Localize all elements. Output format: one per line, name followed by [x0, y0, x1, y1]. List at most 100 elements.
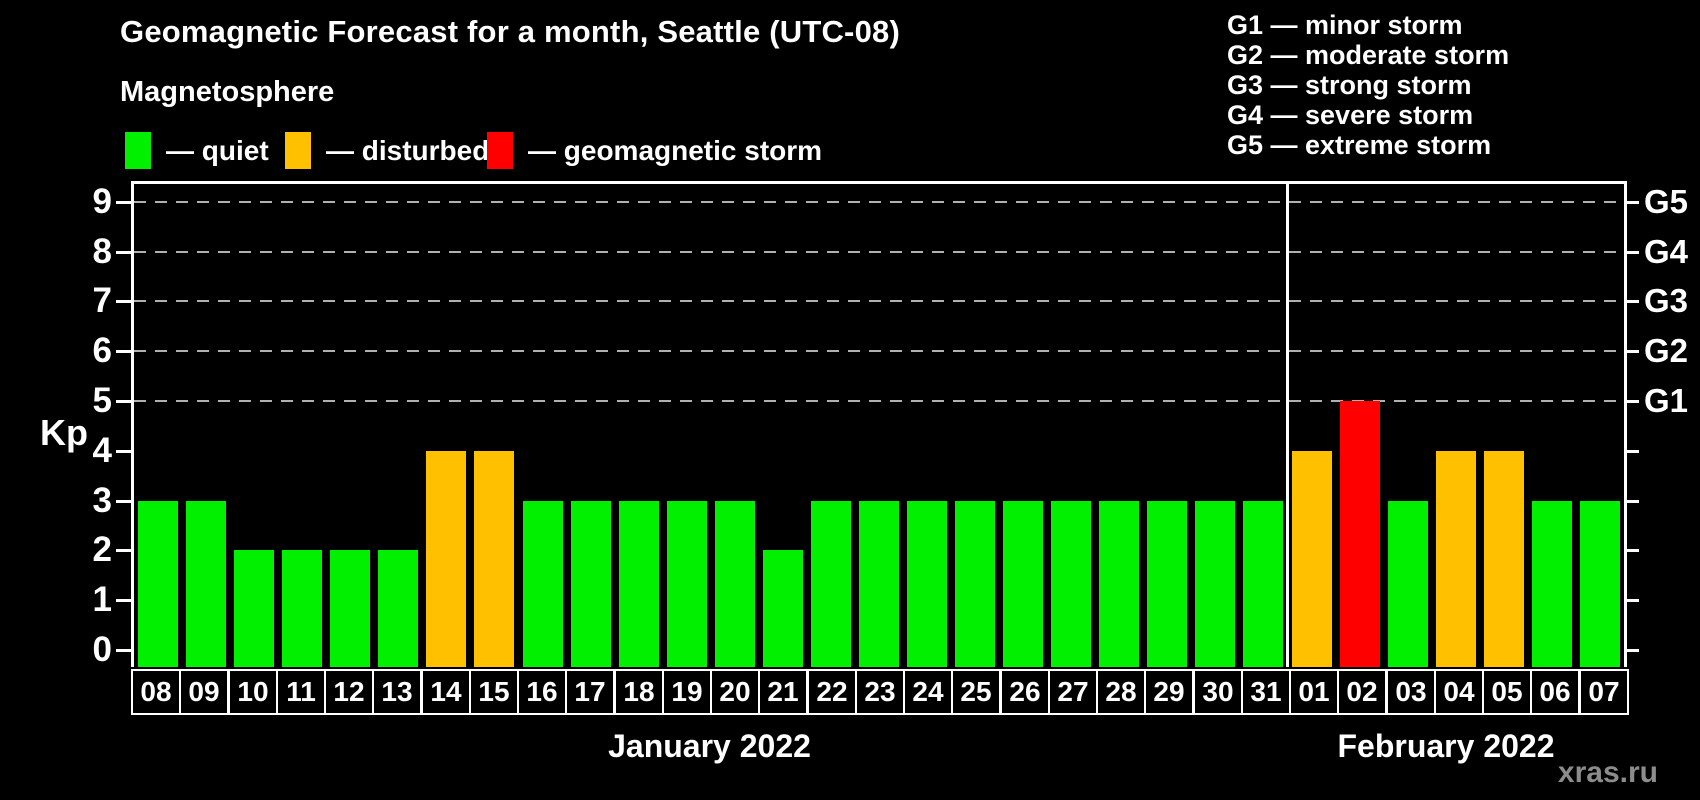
bar-day-12	[330, 550, 370, 667]
g-axis-tick-4	[1625, 450, 1639, 453]
day-label-29: 29	[1144, 669, 1194, 715]
kp-axis-label: Kp	[40, 412, 88, 453]
day-label-14: 14	[421, 669, 471, 715]
day-label-31: 31	[1241, 669, 1291, 715]
storm-scale-line-g4: G4 — severe storm	[1227, 100, 1474, 130]
g-axis-tick-3	[1625, 500, 1639, 503]
day-label-30: 30	[1193, 669, 1243, 715]
day-label-23: 23	[855, 669, 905, 715]
bar-day-09	[186, 501, 226, 667]
bar-day-14	[426, 451, 466, 667]
bar-day-11	[282, 550, 322, 667]
day-label-01: 01	[1289, 669, 1339, 715]
g-axis-tick-0	[1625, 649, 1639, 652]
bar-day-23	[859, 501, 899, 667]
day-label-13: 13	[372, 669, 422, 715]
day-label-03: 03	[1386, 669, 1436, 715]
storm-scale-line-g3: G3 — strong storm	[1227, 70, 1472, 100]
gridline-kp5	[134, 400, 1624, 402]
y-axis-tick-label-4: 4	[92, 431, 112, 470]
g-axis-label-g4: G4	[1644, 233, 1689, 270]
bar-day-04	[1436, 451, 1476, 667]
bar-day-19	[667, 501, 707, 667]
day-label-10: 10	[228, 669, 278, 715]
y-axis-tick-7	[116, 300, 131, 303]
bar-day-28	[1099, 501, 1139, 667]
day-label-06: 06	[1530, 669, 1580, 715]
bar-day-05	[1484, 451, 1524, 667]
bar-day-18	[619, 501, 659, 667]
watermark: xras.ru	[1557, 756, 1658, 789]
gridline-kp8	[134, 251, 1624, 253]
bar-day-27	[1051, 501, 1091, 667]
bar-day-15	[474, 451, 514, 667]
bar-day-01	[1292, 451, 1332, 667]
legend-label: — disturbed	[326, 134, 490, 166]
bar-day-22	[811, 501, 851, 667]
bar-day-20	[715, 501, 755, 667]
g-axis-label-g1: G1	[1644, 382, 1689, 419]
day-label-28: 28	[1096, 669, 1146, 715]
storm-scale-legend: G1 — minor storm G2 — moderate storm G3 …	[1227, 10, 1509, 160]
storm-scale-line-g5: G5 — extreme storm	[1227, 130, 1492, 160]
y-axis-tick-0	[116, 649, 131, 652]
day-label-17: 17	[565, 669, 615, 715]
day-label-18: 18	[614, 669, 664, 715]
g-axis-tick-1	[1625, 599, 1639, 602]
bar-day-24	[907, 501, 947, 667]
bar-day-21	[763, 550, 803, 667]
day-label-09: 09	[179, 669, 229, 715]
g-axis-label-g2: G2	[1644, 332, 1689, 369]
y-axis-tick-label-3: 3	[92, 481, 112, 520]
g-axis-tick-6	[1625, 350, 1639, 353]
magnetosphere-legend-title: Magnetosphere	[120, 76, 335, 108]
gridline-kp7	[134, 300, 1624, 302]
y-axis-tick-6	[116, 350, 131, 353]
legend-item-quiet: — quiet	[125, 132, 269, 169]
day-label-25: 25	[951, 669, 1001, 715]
quiet-swatch-icon	[125, 132, 151, 169]
bar-day-13	[378, 550, 418, 667]
day-label-02: 02	[1337, 669, 1387, 715]
g-axis-tick-9	[1625, 201, 1639, 204]
storm-scale-line-g1: G1 — minor storm	[1227, 10, 1463, 40]
bar-day-29	[1147, 501, 1187, 667]
y-axis-tick-label-8: 8	[92, 232, 112, 271]
bar-day-25	[955, 501, 995, 667]
g-axis-label-g5: G5	[1644, 183, 1689, 220]
day-axis-row: 08 09 10 11 12 13 14 15 16 17 18 19 20 21 22 23 24 25 26 27…	[131, 669, 1629, 715]
bar-day-03	[1388, 501, 1428, 667]
legend-item-storm: — geomagnetic storm	[487, 132, 822, 169]
day-label-15: 15	[469, 669, 519, 715]
gridline-kp6	[134, 350, 1624, 352]
bar-day-26	[1003, 501, 1043, 667]
legend-label: — quiet	[166, 134, 269, 166]
y-axis-tick-label-7: 7	[92, 281, 112, 320]
day-label-04: 04	[1434, 669, 1484, 715]
day-label-21: 21	[758, 669, 808, 715]
plot-area	[131, 181, 1627, 667]
day-label-27: 27	[1048, 669, 1098, 715]
y-axis-tick-5	[116, 400, 131, 403]
bar-day-30	[1195, 501, 1235, 667]
day-label-19: 19	[662, 669, 712, 715]
y-axis-tick-4	[116, 450, 131, 453]
y-axis-tick-9	[116, 201, 131, 204]
storm-swatch-icon	[487, 132, 513, 169]
disturbed-swatch-icon	[285, 132, 311, 169]
y-axis-tick-8	[116, 251, 131, 254]
y-axis-tick-label-0: 0	[92, 630, 112, 669]
bar-day-10	[234, 550, 274, 667]
day-label-05: 05	[1482, 669, 1532, 715]
day-label-20: 20	[710, 669, 760, 715]
month-divider	[1286, 184, 1289, 667]
day-label-11: 11	[276, 669, 326, 715]
bar-day-06	[1532, 501, 1572, 667]
bar-day-08	[138, 501, 178, 667]
y-axis-tick-1	[116, 599, 131, 602]
page-title: Geomagnetic Forecast for a month, Seattl…	[120, 14, 900, 49]
day-label-07: 07	[1579, 669, 1629, 715]
y-axis-tick-3	[116, 500, 131, 503]
bar-day-16	[523, 501, 563, 667]
